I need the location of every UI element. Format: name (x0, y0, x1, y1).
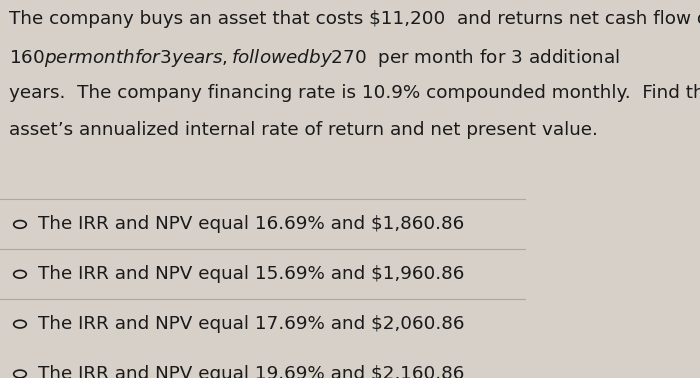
Text: The IRR and NPV equal 16.69% and $1,860.86: The IRR and NPV equal 16.69% and $1,860.… (38, 215, 464, 233)
Text: The IRR and NPV equal 19.69% and $2,160.86: The IRR and NPV equal 19.69% and $2,160.… (38, 365, 464, 378)
Text: $160  per month for 3 years, followed by $270  per month for 3 additional: $160 per month for 3 years, followed by … (10, 46, 620, 69)
Text: asset’s annualized internal rate of return and net present value.: asset’s annualized internal rate of retu… (10, 121, 598, 139)
Text: The IRR and NPV equal 17.69% and $2,060.86: The IRR and NPV equal 17.69% and $2,060.… (38, 315, 464, 333)
Text: years.  The company financing rate is 10.9% compounded monthly.  Find the: years. The company financing rate is 10.… (10, 84, 700, 102)
Text: The company buys an asset that costs $11,200  and returns net cash flow of: The company buys an asset that costs $11… (10, 10, 700, 28)
Text: The IRR and NPV equal 15.69% and $1,960.86: The IRR and NPV equal 15.69% and $1,960.… (38, 265, 464, 283)
